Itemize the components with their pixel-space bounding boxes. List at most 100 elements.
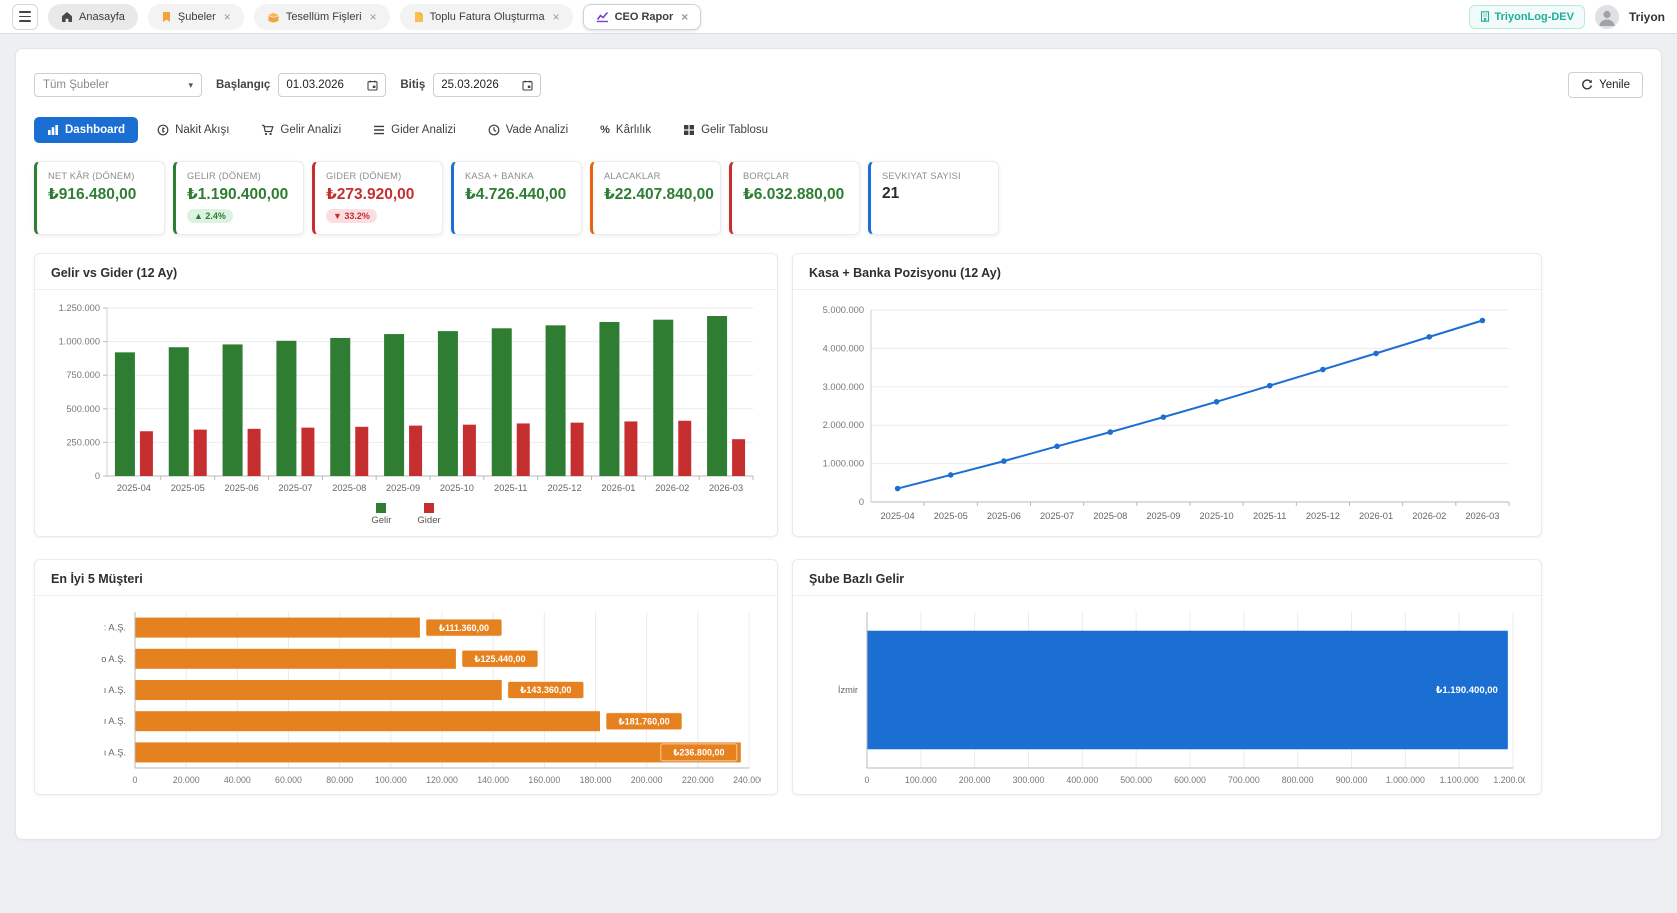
- tab-ceo-rapor[interactable]: CEO Rapor ×: [583, 4, 702, 30]
- branch-select[interactable]: Tüm Şubeler ▾: [34, 73, 202, 97]
- bar-gider-2025-11: [517, 423, 530, 476]
- charts-row-1: Gelir vs Gider (12 Ay) 0250.000500.00075…: [34, 253, 1643, 537]
- svg-text:60.000: 60.000: [275, 775, 302, 785]
- nav-tab-label: Kârlılık: [616, 124, 651, 136]
- end-date-value: 25.03.2026: [441, 79, 499, 91]
- tab-subeler[interactable]: Şubeler ×: [148, 4, 244, 30]
- svg-text:750.000: 750.000: [66, 370, 100, 380]
- kpi-value: 21: [882, 185, 987, 203]
- branch-select-value: Tüm Şubeler: [43, 79, 109, 91]
- svg-text:2025-09: 2025-09: [1146, 511, 1180, 521]
- svg-text:₺111.360,00: ₺111.360,00: [439, 623, 489, 633]
- kpi-label: BORÇLAR: [743, 171, 848, 181]
- kpi-label: SEVKIYAT SAYISI: [882, 171, 987, 181]
- bar-gider-2026-01: [624, 421, 637, 476]
- kpi-net-kar: NET KÂR (DÖNEM) ₺916.480,00: [34, 161, 165, 235]
- bar-gider-2025-08: [355, 427, 368, 476]
- bar-gelir-2025-12: [546, 325, 566, 476]
- filter-row: Tüm Şubeler ▾ Başlangıç 01.03.2026 Bitiş…: [34, 71, 1643, 99]
- nav-tab-label: Nakit Akışı: [175, 124, 229, 136]
- svg-text:2026-03: 2026-03: [1465, 511, 1499, 521]
- kpi-alacaklar: ALACAKLAR ₺22.407.840,00: [590, 161, 721, 235]
- nav-tab-vade-analizi[interactable]: Vade Analizi: [475, 117, 581, 143]
- svg-text:200.000: 200.000: [631, 775, 663, 785]
- nav-tab-karlilik[interactable]: % Kârlılık: [587, 117, 664, 143]
- chevron-down-icon: ▾: [188, 80, 193, 91]
- svg-text:2025-11: 2025-11: [494, 483, 527, 493]
- clock-icon: [488, 124, 500, 136]
- hbar-chart-svg: 0100.000200.000300.000400.000500.000600.…: [809, 608, 1525, 790]
- table-icon: [683, 124, 695, 136]
- nav-tab-label: Vade Analizi: [506, 124, 568, 136]
- nav-tab-gider-analizi[interactable]: Gider Analizi: [360, 117, 469, 143]
- bar-gider-2025-06: [248, 429, 261, 476]
- nav-tab-gelir-analizi[interactable]: Gelir Analizi: [248, 117, 354, 143]
- branch-icon: [161, 11, 172, 23]
- start-date-input[interactable]: 01.03.2026: [278, 73, 386, 97]
- svg-text:2025-05: 2025-05: [934, 511, 968, 521]
- chart-legend: GelirGider: [51, 503, 761, 526]
- tab-anasayfa[interactable]: Anasayfa: [48, 4, 138, 30]
- chart-title: Şube Bazlı Gelir: [793, 572, 1541, 596]
- bar-gider-2025-09: [409, 426, 422, 476]
- svg-text:2.000.000: 2.000.000: [823, 420, 864, 430]
- svg-text:₺143.360,00: ₺143.360,00: [520, 685, 571, 695]
- data-point-2025-09: [1161, 414, 1167, 420]
- bar-gider-2026-03: [732, 439, 745, 476]
- kpi-label: GIDER (DÖNEM): [326, 171, 431, 181]
- bar-gelir-2025-05: [169, 347, 189, 476]
- cart-icon: [261, 124, 274, 136]
- gelir-gider-chart: 0250.000500.000750.0001.000.0001.250.000…: [51, 302, 761, 526]
- kpi-badge: ▼ 33.2%: [326, 209, 377, 223]
- nav-tab-nakit-akisi[interactable]: Nakit Akışı: [144, 117, 242, 143]
- bar-gider-2025-10: [463, 425, 476, 476]
- hbar-0: [135, 618, 420, 638]
- cash-flow-icon: [157, 124, 169, 136]
- nav-tab-gelir-tablosu[interactable]: Gelir Tablosu: [670, 117, 781, 143]
- bar-gider-2025-12: [571, 423, 584, 476]
- svg-text:2026-03: 2026-03: [709, 483, 743, 493]
- close-icon[interactable]: ×: [370, 11, 377, 23]
- hbar-3: [135, 711, 600, 731]
- svg-text:İzmir: İzmir: [838, 685, 858, 695]
- refresh-button[interactable]: Yenile: [1568, 72, 1643, 98]
- svg-text:180.000: 180.000: [580, 775, 612, 785]
- kpi-value: ₺916.480,00: [48, 185, 153, 204]
- svg-text:20.000: 20.000: [173, 775, 200, 785]
- svg-text:400.000: 400.000: [1066, 775, 1098, 785]
- avatar[interactable]: [1595, 5, 1619, 29]
- bar-gelir-2025-08: [330, 338, 350, 476]
- close-icon[interactable]: ×: [681, 11, 688, 23]
- nav-tab-dashboard[interactable]: Dashboard: [34, 117, 138, 143]
- svg-text:900.000: 900.000: [1336, 775, 1368, 785]
- chart-line-icon: [596, 11, 609, 23]
- person-icon: [1595, 5, 1619, 29]
- close-icon[interactable]: ×: [553, 11, 560, 23]
- svg-text:2025-04: 2025-04: [117, 483, 151, 493]
- tab-toplu-fatura[interactable]: Toplu Fatura Oluşturma ×: [400, 4, 573, 30]
- tab-tesellum-fisleri[interactable]: Tesellüm Fişleri ×: [254, 4, 390, 30]
- kpi-value: ₺22.407.840,00: [604, 185, 709, 204]
- menu-button[interactable]: [12, 4, 38, 30]
- main-panel: Tüm Şubeler ▾ Başlangıç 01.03.2026 Bitiş…: [15, 48, 1662, 840]
- hbar-0: [867, 631, 1508, 750]
- svg-text:500.000: 500.000: [66, 404, 100, 414]
- close-icon[interactable]: ×: [224, 11, 231, 23]
- svg-text:1.000.000: 1.000.000: [823, 459, 864, 469]
- data-point-2025-10: [1214, 399, 1220, 405]
- svg-text:100.000: 100.000: [375, 775, 407, 785]
- data-point-2025-04: [895, 486, 901, 492]
- end-date-input[interactable]: 25.03.2026: [433, 73, 541, 97]
- data-point-2025-12: [1320, 367, 1326, 373]
- topbar-right: TriyonLog-DEV Triyon: [1469, 5, 1665, 29]
- env-badge[interactable]: TriyonLog-DEV: [1469, 5, 1585, 29]
- svg-text:2025-07: 2025-07: [278, 483, 312, 493]
- data-point-2025-06: [1001, 458, 1007, 464]
- chart-card-gelir-gider: Gelir vs Gider (12 Ay) 0250.000500.00075…: [34, 253, 778, 537]
- box-icon: [267, 11, 280, 23]
- svg-text:2025-08: 2025-08: [1093, 511, 1127, 521]
- svg-text:200.000: 200.000: [959, 775, 991, 785]
- line-chart-svg: 01.000.0002.000.0003.000.0004.000.0005.0…: [809, 302, 1525, 528]
- hbar-chart-svg: 020.00040.00060.00080.000100.000120.0001…: [51, 608, 761, 790]
- bar-gelir-2025-09: [384, 334, 404, 476]
